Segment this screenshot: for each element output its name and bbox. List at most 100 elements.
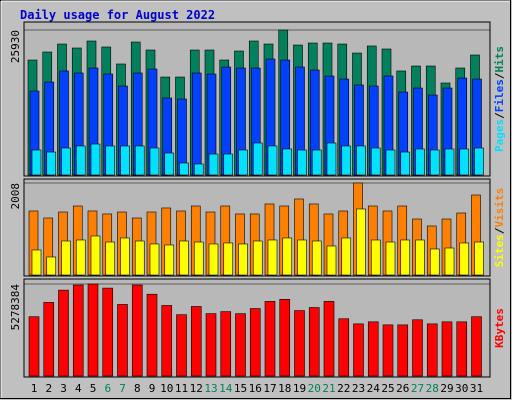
bar (429, 149, 440, 176)
bar (46, 256, 57, 276)
bar (279, 299, 291, 377)
x-tick-label: 13 (204, 382, 217, 395)
bar (61, 147, 71, 176)
bar (61, 240, 71, 276)
x-tick-label: 4 (75, 382, 82, 395)
bar (252, 142, 263, 176)
bar (223, 242, 234, 276)
bar (31, 249, 42, 276)
bar (311, 149, 322, 176)
bar (474, 147, 484, 176)
bar (323, 301, 335, 377)
bar (294, 310, 305, 377)
bar (149, 243, 160, 276)
legend-separator: / (493, 72, 506, 79)
x-tick-label: 15 (234, 382, 247, 395)
bar (90, 235, 101, 276)
bar (134, 240, 145, 276)
x-tick-label: 24 (367, 382, 381, 395)
bar (179, 162, 189, 176)
y-tick-label: 5278384 (9, 284, 22, 331)
bar (356, 208, 366, 276)
chart-title: Daily usage for August 2022 (20, 8, 215, 22)
bar (193, 163, 204, 176)
bar (75, 145, 86, 176)
bar (441, 321, 453, 377)
bar (426, 323, 438, 377)
x-tick-label: 1 (31, 382, 38, 395)
bar (146, 293, 158, 377)
bar (341, 237, 352, 276)
bar (397, 324, 409, 377)
x-tick-label: 5 (90, 382, 97, 395)
bar (238, 149, 248, 176)
legend-entry: Hits (493, 46, 506, 73)
bar (415, 148, 425, 176)
bar (120, 237, 130, 276)
legend: KBytes (493, 308, 506, 348)
bar (120, 145, 130, 176)
bar (149, 147, 160, 176)
bar (193, 241, 204, 276)
x-tick-label: 25 (381, 382, 394, 395)
bar (341, 145, 352, 176)
x-tick-label: 3 (60, 382, 67, 395)
bar (400, 151, 411, 176)
x-tick-label: 14 (219, 382, 233, 395)
x-tick-label: 30 (455, 382, 468, 395)
x-tick-label: 19 (293, 382, 306, 395)
bar (311, 240, 322, 276)
bar (190, 306, 202, 377)
bar (161, 305, 173, 377)
bar (367, 321, 379, 377)
x-tick-label: 2 (45, 382, 52, 395)
y-tick-label: 2008 (9, 183, 22, 210)
legend-entry: Sites (493, 234, 506, 267)
legend-entry: KBytes (493, 308, 506, 348)
x-tick-label: 26 (396, 382, 409, 395)
bar (282, 237, 293, 276)
bar (208, 243, 219, 276)
x-tick-label: 27 (411, 382, 424, 395)
bar (297, 149, 307, 176)
bar (176, 314, 187, 377)
legend-entry: Files (493, 79, 506, 112)
bar (117, 304, 128, 377)
bar (353, 323, 364, 377)
x-tick-label: 28 (426, 382, 439, 395)
bar (474, 241, 484, 276)
bar (72, 284, 84, 377)
x-tick-label: 22 (337, 382, 350, 395)
bar (326, 245, 337, 276)
bar (238, 243, 248, 276)
bar (46, 151, 57, 176)
x-tick-label: 11 (175, 382, 188, 395)
bar (223, 153, 234, 176)
bar (385, 149, 396, 176)
bar (43, 302, 55, 377)
legend-entry: Pages (493, 119, 506, 152)
bar (459, 242, 470, 276)
bar (264, 301, 276, 377)
legend-separator: / (493, 227, 506, 234)
bar (220, 311, 232, 377)
x-tick-label: 23 (352, 382, 365, 395)
bar (412, 319, 423, 377)
x-tick-label: 29 (440, 382, 453, 395)
legend-separator: / (493, 112, 506, 119)
bar (164, 244, 175, 276)
bar (205, 313, 217, 377)
bar (444, 247, 455, 276)
bar (58, 289, 69, 377)
bar (75, 239, 86, 276)
x-tick-label: 8 (134, 382, 141, 395)
x-tick-label: 7 (119, 382, 126, 395)
y-tick-label: 25930 (9, 30, 22, 63)
bar (326, 142, 337, 176)
x-tick-label: 31 (470, 382, 483, 395)
bar (131, 284, 143, 377)
bar (297, 239, 307, 276)
bar (429, 248, 440, 276)
bar (400, 239, 411, 276)
legend: Pages/Files/Hits (493, 46, 506, 152)
